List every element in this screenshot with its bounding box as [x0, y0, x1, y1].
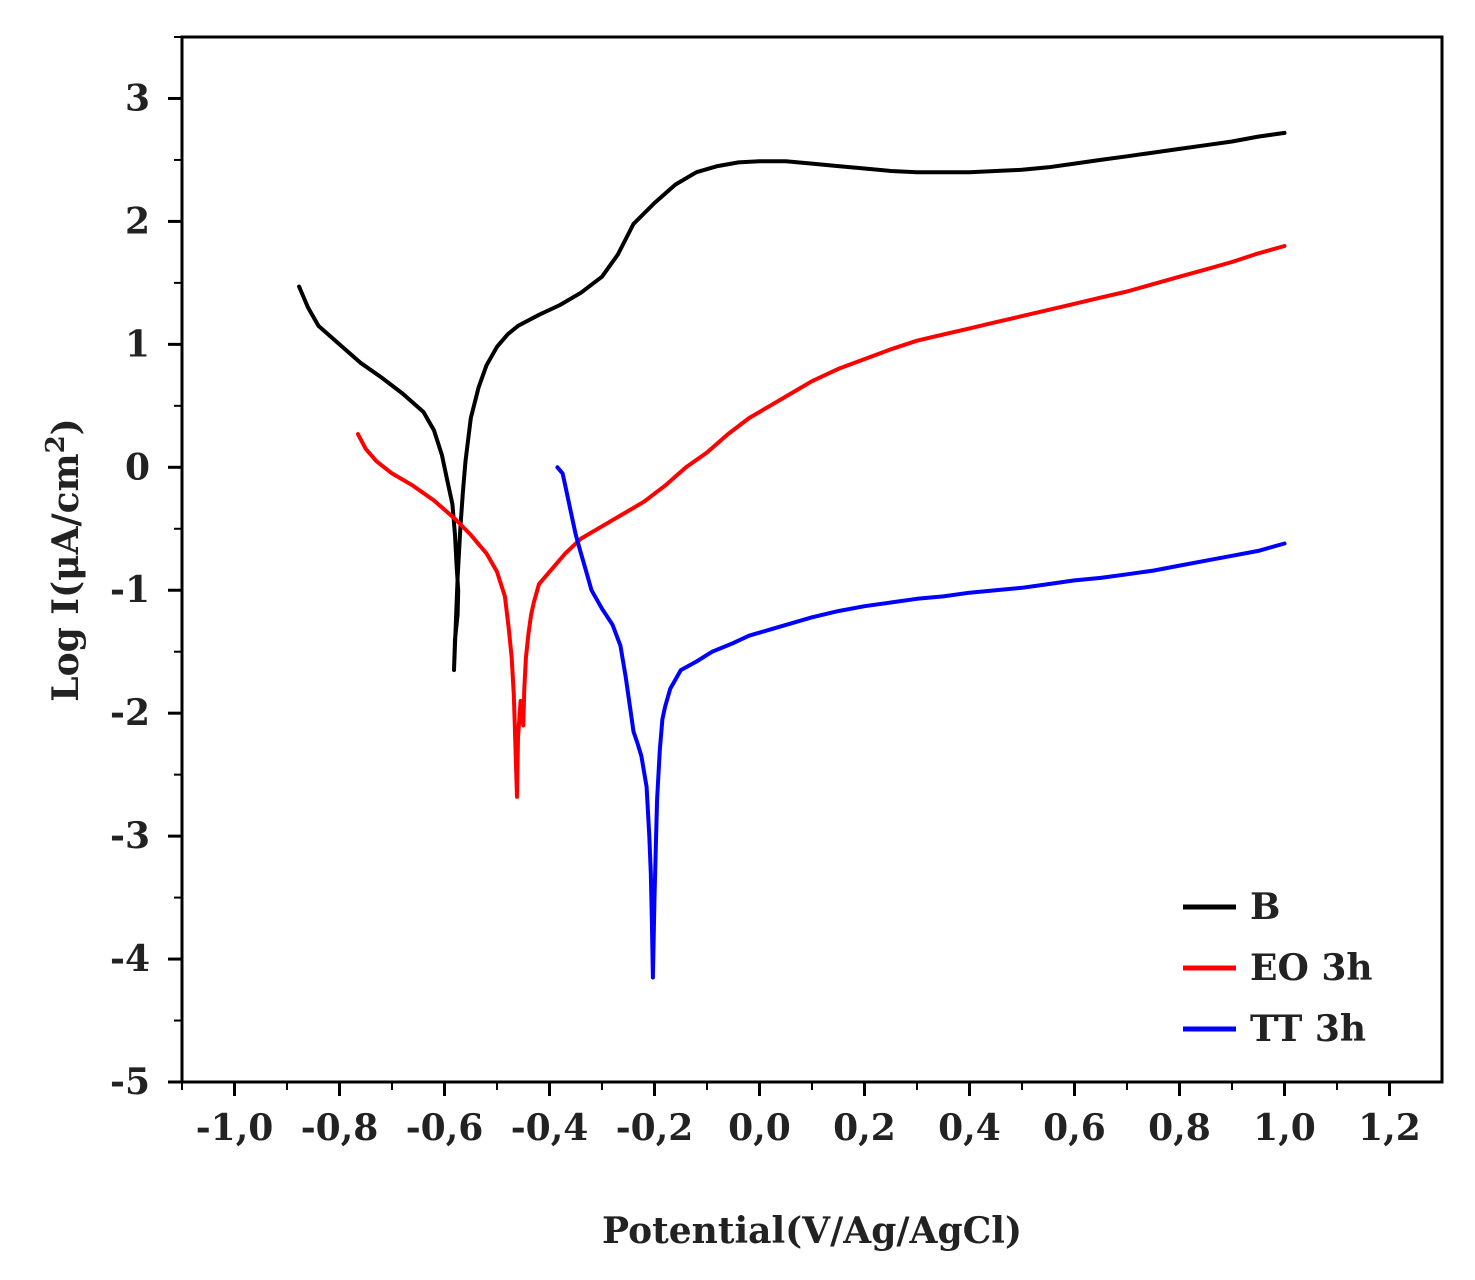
y-tick-label: -3 [110, 815, 150, 857]
legend-label: EO 3h [1250, 947, 1373, 989]
y-tick-label: 2 [125, 200, 150, 242]
y-axis-title-main: Log I(μA/cm [45, 453, 87, 701]
y-tick-label: -1 [110, 569, 150, 611]
y-axis-title-superscript: 2 [41, 435, 71, 453]
x-tick-label: -0,6 [406, 1107, 484, 1149]
series-line-3 [555, 465, 1287, 980]
x-tick-label: -0,8 [301, 1107, 379, 1149]
x-tick-label: -1,0 [196, 1107, 274, 1149]
y-axis-ticks: -5 -4 -3 -2 -1 0 1 2 3 [110, 36, 182, 1103]
legend-label: B [1250, 886, 1280, 928]
x-axis-title: Potential(V/Ag/AgCl) [602, 1210, 1022, 1252]
x-tick-label: 1,0 [1253, 1107, 1316, 1149]
x-axis-ticks: -1,0 -0,8 -0,6 -0,4 -0,2 0,0 0,2 0,4 0,6 0,8 1,0 1,… [181, 1082, 1421, 1149]
x-tick-label: 0,2 [833, 1107, 896, 1149]
x-tick-label: 0,8 [1148, 1107, 1211, 1149]
x-tick-label: -0,4 [511, 1107, 589, 1149]
y-tick-label: 3 [125, 77, 150, 119]
series-line-2 [355, 244, 1287, 799]
y-axis-title-close: ) [45, 418, 87, 435]
legend-label: TT 3h [1250, 1008, 1366, 1050]
y-tick-label: -5 [110, 1061, 150, 1103]
y-axis-title: Log I(μA/cm2) [41, 418, 87, 701]
x-tick-label: 0,6 [1043, 1107, 1106, 1149]
y-tick-label: -4 [110, 938, 150, 980]
x-tick-label: -0,2 [616, 1107, 694, 1149]
y-tick-label: -2 [110, 692, 150, 734]
x-tick-label: 0,4 [938, 1107, 1001, 1149]
x-tick-label: 1,2 [1358, 1107, 1421, 1149]
series-layer [297, 130, 1287, 980]
legend: B EO 3h TT 3h [1183, 886, 1373, 1050]
y-tick-label: 1 [125, 323, 150, 365]
series-line-1 [297, 130, 1287, 673]
x-tick-label: 0,0 [728, 1107, 791, 1149]
y-tick-label: 0 [125, 446, 150, 488]
